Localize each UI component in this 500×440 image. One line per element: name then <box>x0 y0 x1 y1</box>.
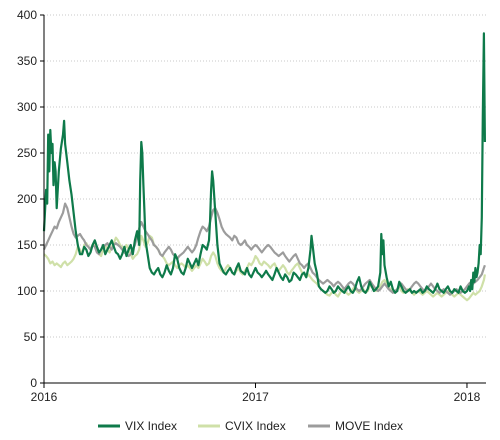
y-axis-ticks: 0 50 100 150 200 250 300 350 400 <box>17 8 44 390</box>
x-tick-label: 2016 <box>31 390 58 404</box>
legend-label: MOVE Index <box>335 419 403 433</box>
y-tick-label: 50 <box>24 330 38 344</box>
series-line-move-index <box>42 202 486 296</box>
y-tick-label: 250 <box>17 146 37 160</box>
series-lines <box>42 32 486 302</box>
y-tick-label: 300 <box>17 100 37 114</box>
x-tick-label: 2017 <box>242 390 269 404</box>
y-tick-label: 100 <box>17 284 37 298</box>
legend-label: CVIX Index <box>225 419 286 433</box>
legend: VIX Index CVIX Index MOVE Index <box>98 419 403 433</box>
y-tick-label: 200 <box>17 192 37 206</box>
y-tick-label: 400 <box>17 8 37 22</box>
y-tick-label: 0 <box>30 376 37 390</box>
series-line-vix-index <box>42 32 486 294</box>
y-tick-label: 150 <box>17 238 37 252</box>
x-tick-label: 2018 <box>454 390 481 404</box>
legend-label: VIX Index <box>125 419 177 433</box>
x-axis-ticks: 2016 2017 2018 <box>31 383 481 404</box>
y-tick-label: 350 <box>17 54 37 68</box>
